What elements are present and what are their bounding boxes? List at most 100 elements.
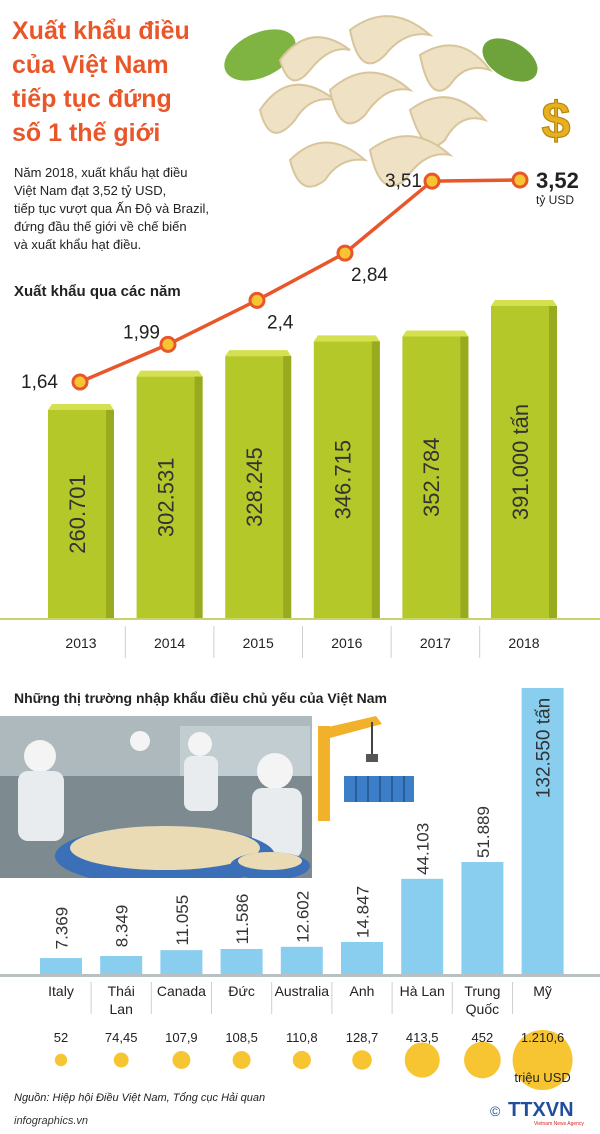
bar xyxy=(491,306,557,618)
bar-top xyxy=(136,370,203,377)
bar-side xyxy=(106,409,114,618)
line-value-label: 3,52 xyxy=(536,168,579,193)
bar-value-label: 391.000 tấn xyxy=(508,404,533,520)
bar-value-label: 132.550 tấn xyxy=(534,698,555,798)
title-line: của Việt Nam xyxy=(12,51,169,79)
value-bubble xyxy=(172,1051,191,1069)
x-tick-label: 2018 xyxy=(508,635,539,651)
x-tick-label: Thái xyxy=(108,983,135,999)
svg-text:$: $ xyxy=(542,92,571,148)
export-chart: 260.701 2013 302.531 2014 328.245 2015 346.715… xyxy=(0,168,600,658)
bar-value-label: 302.531 xyxy=(153,458,178,538)
ttxvn-logo: © TTXVN Vietnam News Agency xyxy=(484,1094,594,1128)
line-value-label: 2,4 xyxy=(267,312,294,333)
bar-side xyxy=(549,306,557,618)
line-value-label: 1,99 xyxy=(123,322,160,343)
baseline xyxy=(0,974,600,977)
bar-value-label: 346.715 xyxy=(331,440,356,520)
bar-value-label: 328.245 xyxy=(242,447,267,527)
line-point xyxy=(71,373,89,391)
bar-value-label: 12.602 xyxy=(293,891,312,943)
bar-value-label: 8.349 xyxy=(113,905,132,948)
value-bubble xyxy=(292,1050,311,1070)
value-bubble xyxy=(113,1052,129,1068)
line-value-label: 1,64 xyxy=(21,372,58,393)
bar xyxy=(401,878,444,974)
bar-top xyxy=(491,300,557,306)
bubble-value-label: 108,5 xyxy=(225,1030,258,1045)
bar-value-label: 51.889 xyxy=(474,806,493,858)
x-tick-label: Hà Lan xyxy=(400,983,445,999)
workers-photo xyxy=(0,716,312,886)
bar-side xyxy=(194,376,203,618)
bubble-value-label: 74,45 xyxy=(105,1030,138,1045)
source-note: Nguồn: Hiệp hội Điều Việt Nam, Tổng cục … xyxy=(14,1092,266,1104)
line-point xyxy=(159,335,177,353)
bar xyxy=(40,958,82,974)
x-tick-label: Đức xyxy=(228,983,254,999)
value-bubble xyxy=(232,1051,251,1069)
x-tick-label: 2014 xyxy=(154,635,185,651)
intro-line: Việt Nam đạt 3,52 tỷ USD, xyxy=(14,183,167,198)
bubble-value-label: 1.210,6 xyxy=(521,1030,564,1045)
export-section-title: Xuất khẩu qua các năm xyxy=(14,283,181,300)
line-point xyxy=(248,291,266,309)
x-tick-label: Quốc xyxy=(466,1001,499,1017)
page-title: Xuất khẩu điều của Việt Nam tiếp tục đứn… xyxy=(12,14,222,150)
markets-chart: 7.369 Italy 52 8.349 Thái Lan 74,45 11.055 Canad… xyxy=(0,688,600,1090)
x-tick-label: Anh xyxy=(350,983,375,999)
bar xyxy=(402,336,469,618)
x-tick-label: Lan xyxy=(110,1001,133,1017)
bar xyxy=(100,955,143,974)
line-point xyxy=(511,171,529,189)
bar-side xyxy=(283,356,292,618)
intro-line: đứng đầu thế giới về chế biến xyxy=(14,219,187,234)
bubble-value-label: 110,8 xyxy=(286,1030,318,1045)
bar xyxy=(48,409,114,618)
x-tick-label: 2016 xyxy=(331,635,362,651)
x-tick-label: Italy xyxy=(48,983,74,999)
value-line xyxy=(79,178,521,384)
bar-top xyxy=(402,330,469,337)
website-label: infographics.vn xyxy=(14,1115,88,1127)
bar xyxy=(521,688,564,974)
intro-line: và xuất khẩu hạt điều. xyxy=(14,237,142,252)
x-tick-label: 2013 xyxy=(65,635,96,651)
intro-line: Năm 2018, xuất khẩu hạt điều xyxy=(14,165,188,180)
bubble-value-label: 107,9 xyxy=(165,1030,198,1045)
bar xyxy=(341,941,383,974)
bubble-unit-label: triệu USD xyxy=(514,1070,570,1085)
markets-section-title: Những thị trường nhập khẩu điều chủ yếu … xyxy=(14,690,388,706)
x-tick-label: 2017 xyxy=(420,635,451,651)
svg-text:Vietnam News Agency: Vietnam News Agency xyxy=(534,1121,584,1127)
bar-value-label: 11.586 xyxy=(233,894,252,945)
bar-value-label: 7.369 xyxy=(52,907,71,950)
line-point xyxy=(336,244,354,262)
intro-line: tiếp tục vượt qua Ấn Độ và Brazil, xyxy=(14,201,209,216)
bar xyxy=(313,341,380,618)
bar-side xyxy=(460,336,469,618)
line-unit-label: tỷ USD xyxy=(536,193,574,207)
bar xyxy=(225,356,292,618)
bar xyxy=(136,376,203,618)
x-tick-label: Australia xyxy=(275,983,330,999)
title-line: Xuất khẩu điều xyxy=(12,17,190,45)
bar-value-label: 352.784 xyxy=(419,437,444,517)
line-value-label: 3,51 xyxy=(385,171,422,192)
value-bubble xyxy=(512,1030,573,1090)
bar-side xyxy=(371,341,380,618)
line-value-label: 2,84 xyxy=(351,265,388,286)
bar-top xyxy=(313,335,380,342)
svg-text:©: © xyxy=(490,1103,501,1119)
bar-value-label: 44.103 xyxy=(414,823,433,875)
line-point xyxy=(423,172,441,190)
bar-top xyxy=(225,350,292,357)
bubble-value-label: 52 xyxy=(54,1030,68,1045)
bar-top xyxy=(48,403,114,410)
dollar-icon: $ xyxy=(534,88,578,150)
bar xyxy=(220,949,263,974)
title-line: tiếp tục đứng xyxy=(12,85,172,113)
x-tick-label: Canada xyxy=(157,983,206,999)
intro-text: Năm 2018, xuất khẩu hạt điều Việt Nam đạ… xyxy=(14,164,254,254)
value-bubble xyxy=(464,1041,501,1079)
